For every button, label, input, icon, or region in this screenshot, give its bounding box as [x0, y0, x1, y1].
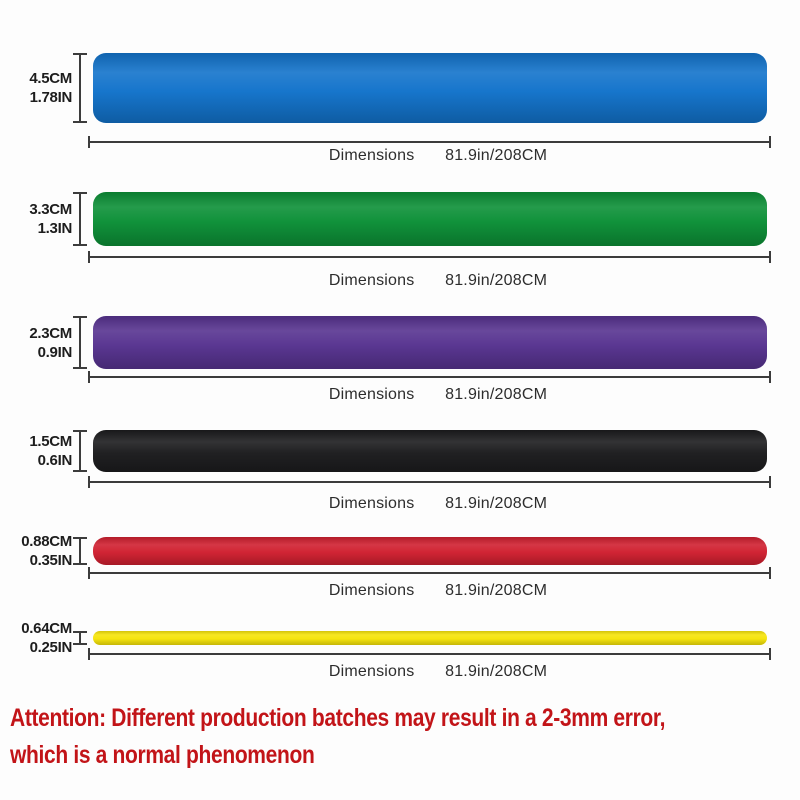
height-bracket-icon [73, 631, 87, 645]
attention-line-2: which is a normal phenomenon [10, 741, 315, 769]
height-cm-label: 0.64CM [21, 620, 72, 637]
dimensions-value: 81.9in/208CM [445, 582, 548, 599]
height-bracket-icon [73, 53, 87, 123]
band-height-label: 1.5CM 0.6IN [0, 432, 72, 470]
height-cm-label: 0.88CM [21, 533, 72, 550]
height-cm-label: 4.5CM [29, 70, 72, 87]
height-bracket-icon [73, 430, 87, 472]
resistance-band-red [93, 537, 767, 565]
band-height-label: 4.5CM 1.78IN [0, 69, 72, 107]
dimensions-value: 81.9in/208CM [445, 386, 548, 403]
dimensions-label: Dimensions [328, 495, 415, 512]
dimensions-caption: Dimensions 81.9in/208CM [93, 663, 783, 681]
dimensions-caption: Dimensions 81.9in/208CM [93, 495, 783, 513]
height-cm-label: 3.3CM [29, 201, 72, 218]
height-in-label: 0.9IN [37, 343, 73, 361]
resistance-band-purple [93, 316, 767, 369]
band-height-label: 2.3CM 0.9IN [0, 324, 72, 362]
resistance-band-yellow [93, 631, 767, 645]
dimensions-caption: Dimensions 81.9in/208CM [93, 386, 783, 404]
dimensions-value: 81.9in/208CM [445, 663, 548, 680]
attention-note: Attention: Different production batches … [10, 700, 800, 774]
dimensions-label: Dimensions [328, 386, 415, 403]
length-measure-line [88, 251, 771, 263]
height-in-label: 1.78IN [29, 89, 73, 106]
dimensions-label: Dimensions [328, 582, 415, 599]
height-bracket-icon [73, 537, 87, 565]
dimensions-value: 81.9in/208CM [445, 495, 548, 512]
attention-line-1: Attention: Different production batches … [10, 704, 666, 732]
height-bracket-icon [73, 192, 87, 246]
dimensions-caption: Dimensions 81.9in/208CM [93, 582, 783, 600]
dimensions-label: Dimensions [328, 272, 415, 289]
resistance-band-green [93, 192, 767, 246]
length-measure-line [88, 371, 771, 383]
resistance-band-blue [93, 53, 767, 123]
height-in-label: 1.3IN [37, 220, 73, 237]
band-height-label: 0.64CM 0.25IN [0, 619, 72, 657]
height-bracket-icon [73, 316, 87, 369]
height-cm-label: 2.3CM [29, 324, 72, 342]
dimensions-label: Dimensions [328, 147, 415, 164]
dimensions-value: 81.9in/208CM [445, 272, 548, 289]
length-measure-line [88, 648, 771, 660]
dimensions-caption: Dimensions 81.9in/208CM [93, 272, 783, 290]
height-in-label: 0.6IN [37, 452, 73, 469]
band-height-label: 3.3CM 1.3IN [0, 200, 72, 238]
dimensions-label: Dimensions [328, 663, 415, 680]
resistance-band-black [93, 430, 767, 472]
dimensions-value: 81.9in/208CM [445, 147, 548, 164]
dimensions-caption: Dimensions 81.9in/208CM [93, 147, 783, 165]
length-measure-line [88, 136, 771, 148]
length-measure-line [88, 567, 771, 579]
length-measure-line [88, 476, 771, 488]
height-in-label: 0.35IN [29, 552, 73, 569]
band-height-label: 0.88CM 0.35IN [0, 532, 72, 570]
height-cm-label: 1.5CM [29, 433, 72, 450]
height-in-label: 0.25IN [29, 639, 73, 656]
